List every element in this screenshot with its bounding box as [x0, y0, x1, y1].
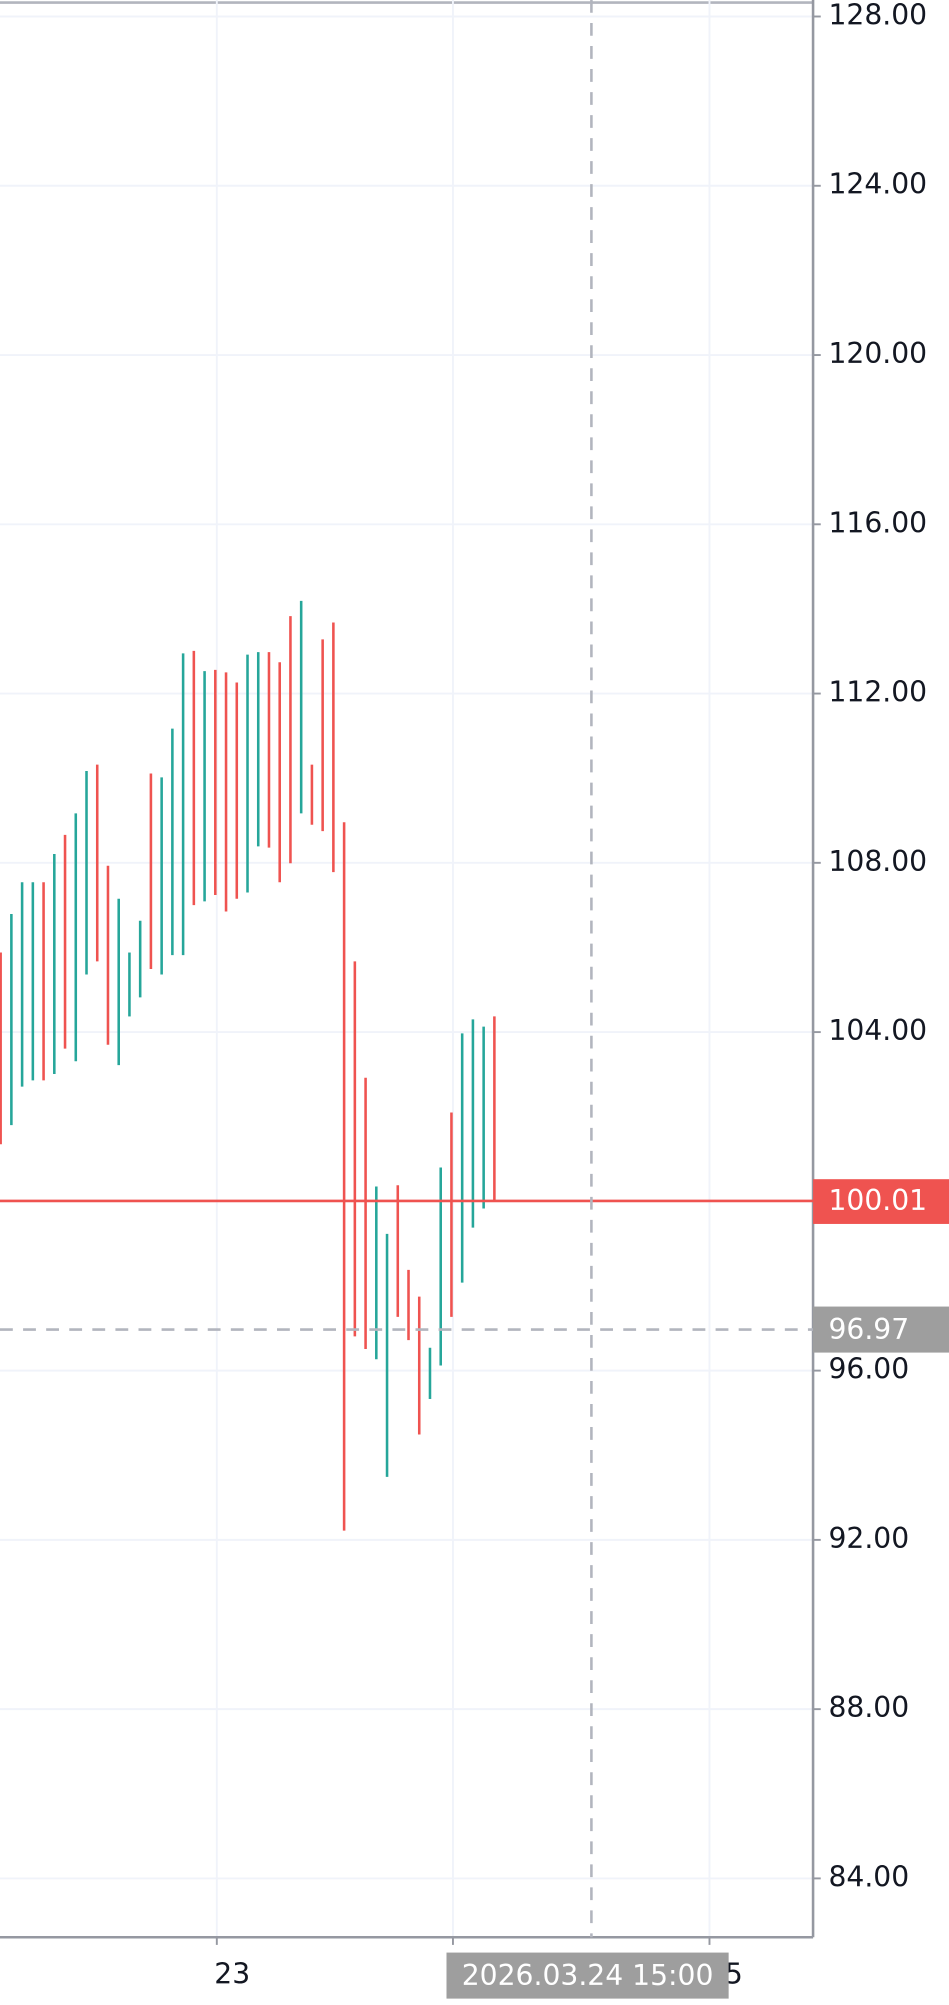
crosshair-y-label: 96.97 — [828, 1313, 909, 1346]
y-tick-label: 124.00 — [828, 168, 927, 201]
y-tick-label: 88.00 — [828, 1691, 909, 1724]
y-tick-label: 108.00 — [828, 845, 927, 878]
last-price-box — [813, 1179, 949, 1224]
y-tick-label: 96.00 — [828, 1353, 909, 1386]
y-tick-label: 112.00 — [828, 676, 927, 709]
y-tick-label: 104.00 — [828, 1014, 927, 1047]
crosshair-y-box — [813, 1306, 949, 1353]
crosshair-x-box — [446, 1952, 729, 1999]
x-tick-label: 23 — [214, 1958, 250, 1991]
y-tick-label: 84.00 — [828, 1860, 909, 1893]
y-tick-label: 116.00 — [828, 506, 927, 539]
y-tick-label: 128.00 — [828, 0, 927, 31]
crosshair-x-label: 2026.03.24 15:00 — [462, 1959, 714, 1992]
last-price-label: 100.01 — [828, 1184, 927, 1217]
y-tick-label: 120.00 — [828, 337, 927, 370]
y-tick-label: 92.00 — [828, 1522, 909, 1555]
